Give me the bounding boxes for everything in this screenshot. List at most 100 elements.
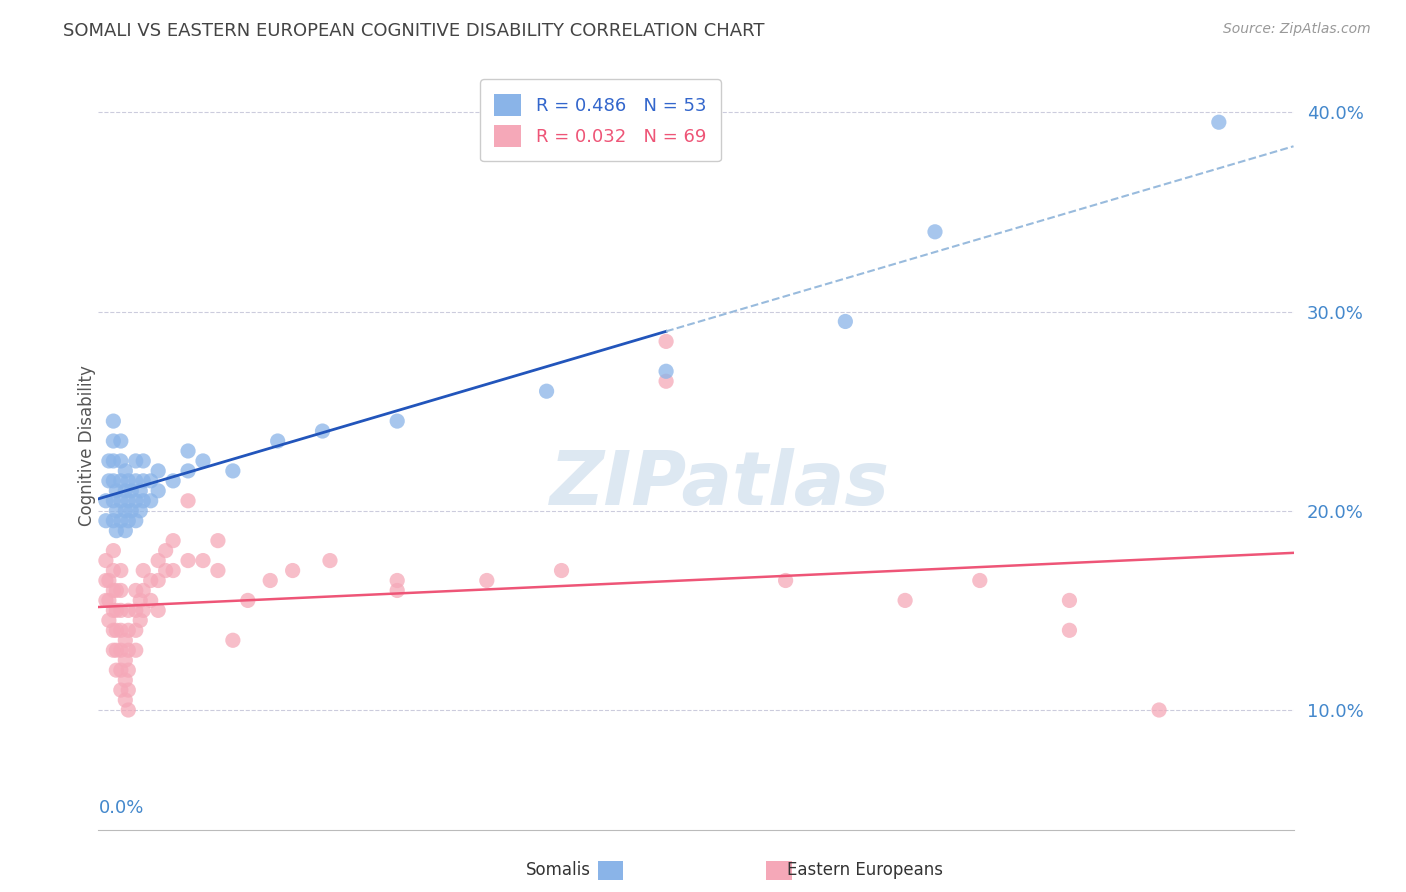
Point — [103, 474, 125, 488]
Point — [311, 424, 333, 438]
Point — [114, 504, 136, 518]
Point — [148, 483, 170, 498]
Text: 0.0%: 0.0% — [98, 799, 143, 817]
Point — [105, 583, 128, 598]
Point — [1059, 624, 1081, 638]
Point — [132, 583, 155, 598]
Text: Eastern Europeans: Eastern Europeans — [787, 861, 943, 879]
Point — [110, 624, 132, 638]
Point — [129, 613, 152, 627]
Point — [267, 434, 290, 448]
Point — [655, 364, 678, 378]
Text: SOMALI VS EASTERN EUROPEAN COGNITIVE DISABILITY CORRELATION CHART: SOMALI VS EASTERN EUROPEAN COGNITIVE DIS… — [63, 22, 765, 40]
Point — [94, 493, 117, 508]
Point — [103, 643, 125, 657]
Point — [105, 663, 128, 677]
Point — [162, 474, 184, 488]
Point — [177, 444, 200, 458]
Point — [117, 603, 139, 617]
Point — [114, 693, 136, 707]
Point — [236, 593, 259, 607]
Point — [105, 483, 128, 498]
Point — [536, 384, 558, 399]
Point — [103, 514, 125, 528]
Point — [125, 583, 148, 598]
Point — [132, 454, 155, 468]
Point — [120, 483, 142, 498]
Point — [155, 543, 177, 558]
Point — [155, 564, 177, 578]
Point — [94, 514, 117, 528]
Point — [125, 514, 148, 528]
Point — [110, 603, 132, 617]
Point — [139, 474, 162, 488]
Point — [148, 553, 170, 567]
Point — [319, 553, 342, 567]
Point — [125, 624, 148, 638]
Point — [110, 514, 132, 528]
Point — [222, 633, 245, 648]
Point — [114, 653, 136, 667]
Legend: R = 0.486   N = 53, R = 0.032   N = 69: R = 0.486 N = 53, R = 0.032 N = 69 — [479, 79, 721, 161]
Point — [132, 493, 155, 508]
Point — [103, 543, 125, 558]
Point — [139, 493, 162, 508]
Point — [105, 643, 128, 657]
Point — [924, 225, 946, 239]
Point — [148, 574, 170, 588]
Point — [97, 454, 120, 468]
Point — [97, 474, 120, 488]
Point — [162, 564, 184, 578]
Point — [110, 434, 132, 448]
Point — [105, 624, 128, 638]
Point — [385, 414, 409, 428]
Point — [1147, 703, 1170, 717]
Point — [110, 643, 132, 657]
Point — [191, 553, 214, 567]
Point — [125, 603, 148, 617]
Point — [110, 454, 132, 468]
Point — [550, 564, 572, 578]
Point — [191, 454, 214, 468]
Point — [117, 643, 139, 657]
Point — [125, 474, 148, 488]
Point — [117, 514, 139, 528]
Point — [177, 493, 200, 508]
Point — [103, 603, 125, 617]
Point — [105, 504, 128, 518]
Text: Source: ZipAtlas.com: Source: ZipAtlas.com — [1223, 22, 1371, 37]
Point — [132, 474, 155, 488]
Point — [94, 553, 117, 567]
Point — [132, 564, 155, 578]
Point — [103, 434, 125, 448]
Point — [655, 334, 678, 349]
Point — [94, 574, 117, 588]
Point — [177, 464, 200, 478]
Point — [103, 583, 125, 598]
Point — [110, 663, 132, 677]
Text: Somalis: Somalis — [526, 861, 591, 879]
Point — [97, 574, 120, 588]
Point — [110, 493, 132, 508]
Point — [148, 603, 170, 617]
Point — [110, 683, 132, 698]
Point — [110, 564, 132, 578]
Point — [775, 574, 797, 588]
Point — [114, 633, 136, 648]
Point — [110, 583, 132, 598]
Point — [129, 504, 152, 518]
Point — [894, 593, 917, 607]
Point — [1208, 115, 1230, 129]
Point — [655, 374, 678, 388]
Point — [148, 464, 170, 478]
Point — [114, 464, 136, 478]
Text: ZIPatlas: ZIPatlas — [550, 448, 890, 521]
Point — [110, 474, 132, 488]
Point — [105, 524, 128, 538]
Point — [117, 493, 139, 508]
Point — [105, 603, 128, 617]
Point — [129, 483, 152, 498]
Point — [125, 493, 148, 508]
Point — [969, 574, 991, 588]
Point — [103, 564, 125, 578]
